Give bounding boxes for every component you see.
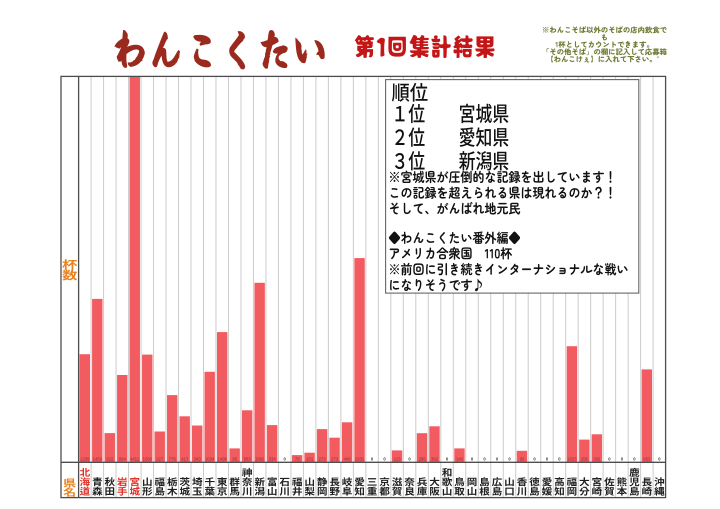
svg-text:1498: 1498 xyxy=(218,457,228,462)
svg-text:273: 273 xyxy=(319,457,327,462)
svg-text:95: 95 xyxy=(520,457,525,462)
svg-text:78: 78 xyxy=(295,457,300,462)
svg-text:343: 343 xyxy=(194,457,202,462)
svg-text:273: 273 xyxy=(331,457,339,462)
svg-text:0: 0 xyxy=(371,457,374,462)
svg-text:0: 0 xyxy=(558,457,561,462)
svg-text:4412: 4412 xyxy=(130,457,140,462)
svg-text:2331: 2331 xyxy=(355,457,365,462)
svg-text:101: 101 xyxy=(306,457,314,462)
svg-text:0: 0 xyxy=(658,457,661,462)
svg-text:0: 0 xyxy=(284,457,287,462)
svg-text:0: 0 xyxy=(621,457,624,462)
svg-text:776: 776 xyxy=(169,457,177,462)
svg-text:227: 227 xyxy=(156,457,164,462)
svg-text:0: 0 xyxy=(608,457,611,462)
svg-text:1030: 1030 xyxy=(143,457,153,462)
svg-text:0: 0 xyxy=(483,457,486,462)
svg-text:583: 583 xyxy=(244,457,252,462)
svg-text:140: 140 xyxy=(456,457,464,462)
svg-text:449: 449 xyxy=(344,457,352,462)
svg-text:362: 362 xyxy=(431,457,439,462)
svg-text:1023: 1023 xyxy=(567,457,577,462)
svg-text:417: 417 xyxy=(181,457,189,462)
svg-text:0: 0 xyxy=(546,457,549,462)
svg-text:295: 295 xyxy=(419,457,427,462)
svg-text:123: 123 xyxy=(394,457,402,462)
svg-text:0: 0 xyxy=(383,457,386,462)
svg-text:95: 95 xyxy=(232,457,237,462)
svg-text:0: 0 xyxy=(633,457,636,462)
svg-text:894: 894 xyxy=(119,457,127,462)
svg-text:1862: 1862 xyxy=(255,457,265,462)
svg-text:0: 0 xyxy=(471,457,474,462)
svg-text:1459: 1459 xyxy=(93,457,103,462)
svg-text:0: 0 xyxy=(533,457,536,462)
svg-text:1034: 1034 xyxy=(205,457,215,462)
svg-text:1239: 1239 xyxy=(80,457,90,462)
svg-text:953: 953 xyxy=(643,457,651,462)
svg-text:302: 302 xyxy=(593,457,601,462)
svg-text:0: 0 xyxy=(508,457,511,462)
svg-text:334: 334 xyxy=(269,457,277,462)
svg-text:0: 0 xyxy=(446,457,449,462)
svg-text:322: 322 xyxy=(106,457,114,462)
svg-text:0: 0 xyxy=(496,457,499,462)
svg-text:0: 0 xyxy=(408,457,411,462)
svg-text:256: 256 xyxy=(581,457,589,462)
